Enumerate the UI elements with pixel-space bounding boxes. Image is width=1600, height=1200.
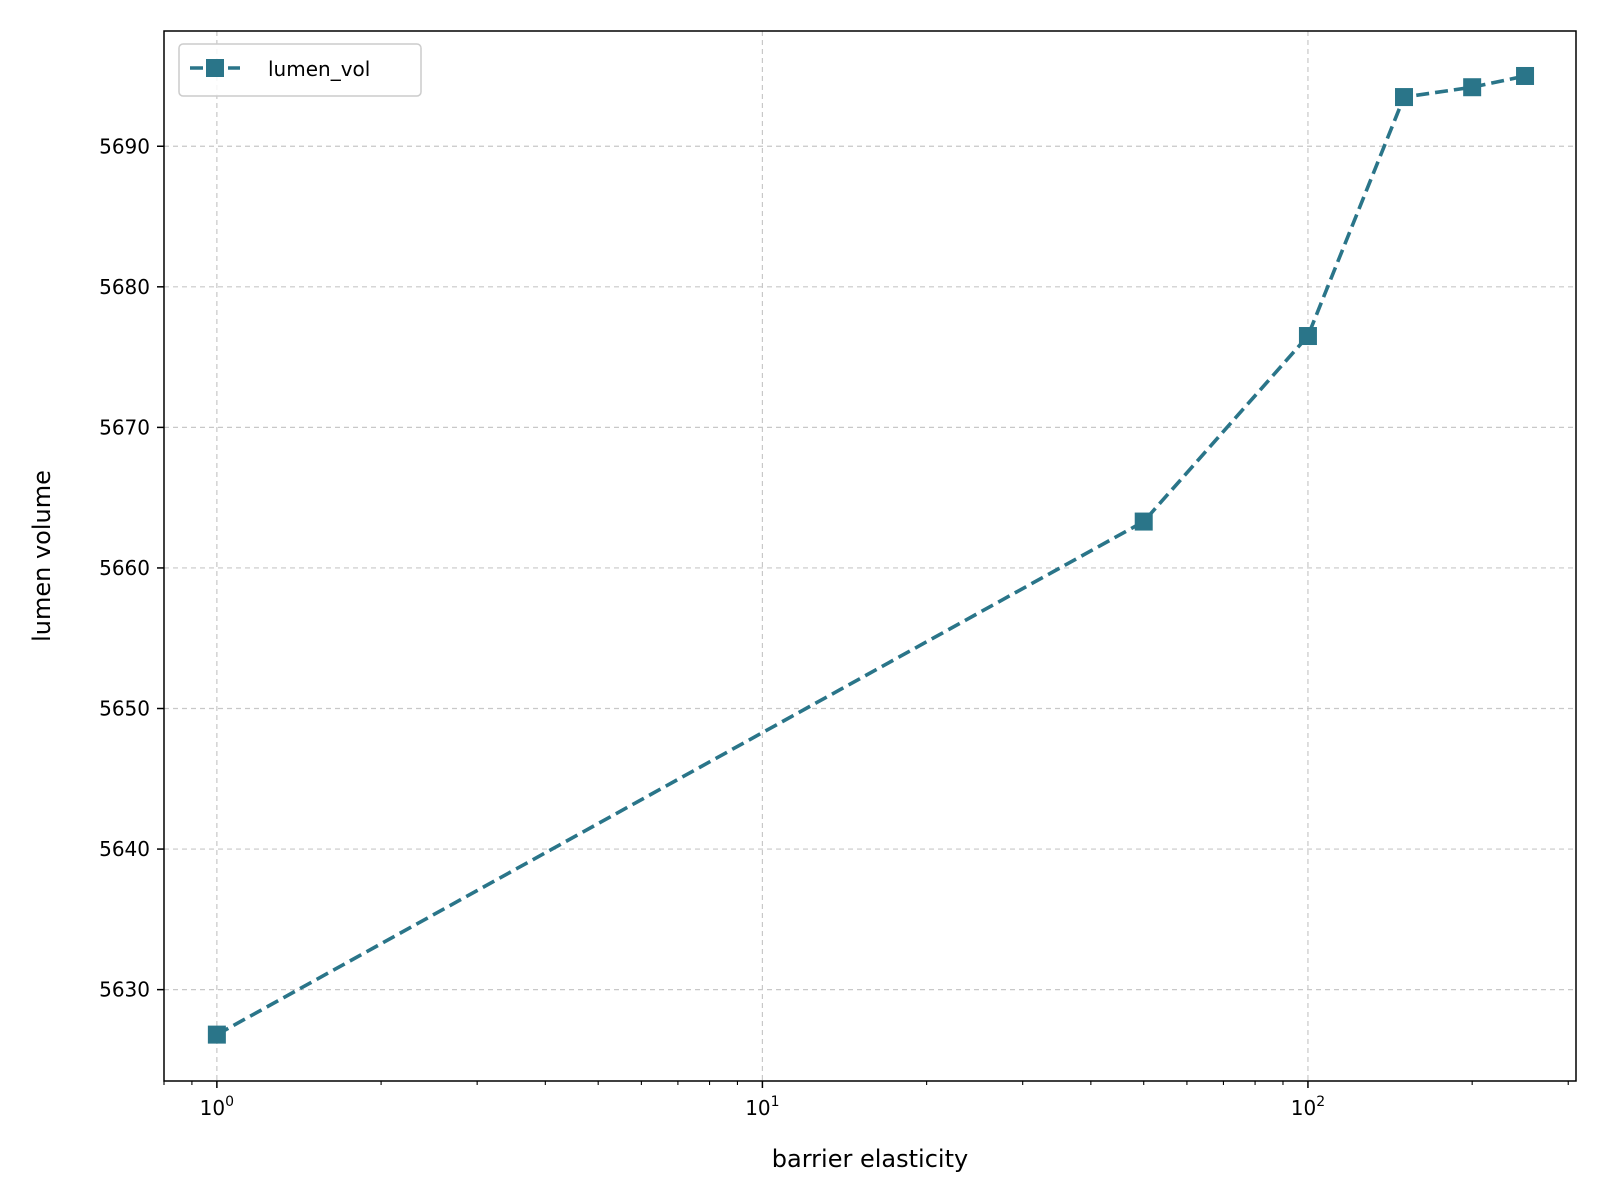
x-axis-label: barrier elasticity: [772, 1145, 968, 1173]
plot-frame: [163, 30, 1577, 1082]
legend-box: [178, 43, 422, 97]
y-axis-label: lumen volume: [28, 470, 56, 642]
data-point-marker: [207, 1025, 226, 1044]
series: [207, 66, 1535, 1044]
legend-marker-swatch: [206, 59, 224, 77]
y-tick-label: 5690: [99, 134, 150, 158]
data-point-marker: [1463, 78, 1482, 97]
data-point-marker: [1298, 327, 1317, 346]
y-tick-label: 5660: [99, 556, 150, 580]
y-tick-label: 5650: [99, 697, 150, 721]
data-point-marker: [1516, 66, 1535, 85]
legend-label: lumen_vol: [268, 57, 370, 81]
y-tick-label: 5680: [99, 275, 150, 299]
y-tick-label: 5670: [99, 415, 150, 439]
data-point-marker: [1395, 88, 1414, 107]
y-tick-label: 5630: [99, 978, 150, 1002]
data-point-marker: [1134, 512, 1153, 531]
grid: [164, 31, 1576, 1081]
y-tick-label: 5640: [99, 837, 150, 861]
legend: lumen_vol: [178, 43, 422, 97]
